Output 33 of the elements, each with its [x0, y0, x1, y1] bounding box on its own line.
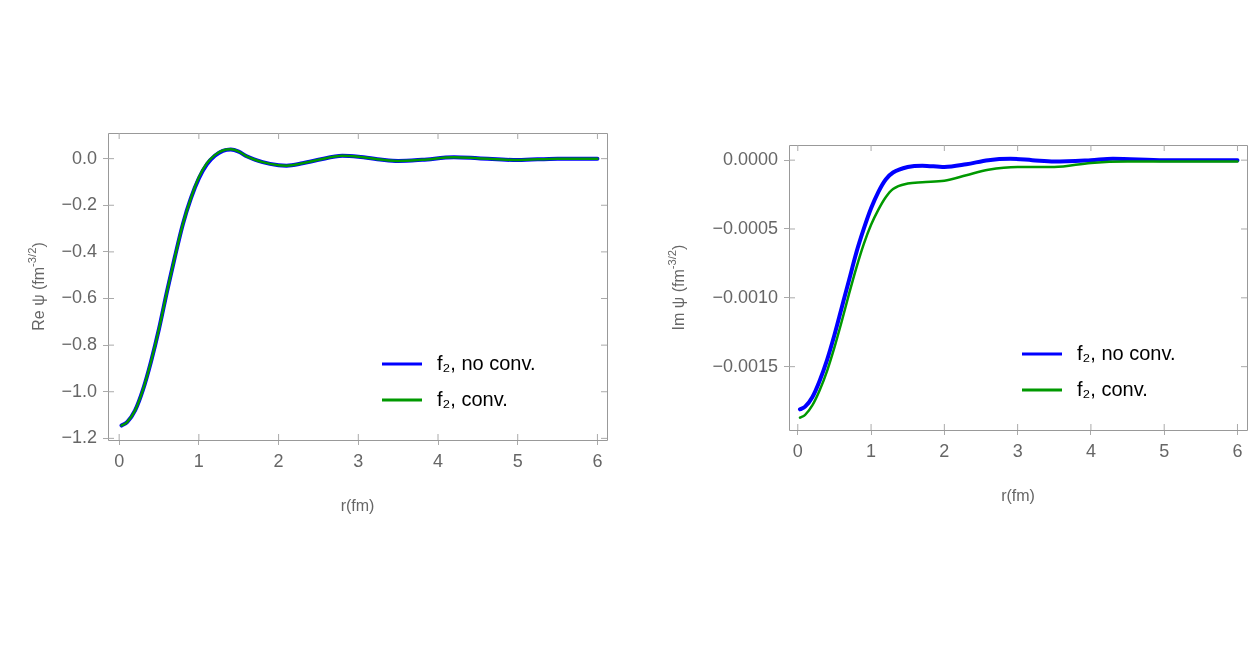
x-tick-label: 3 [1012, 440, 1023, 461]
x-tick-label: 6 [592, 450, 603, 471]
x-tick-label: 0 [792, 440, 803, 461]
x-tick-label: 4 [1085, 440, 1096, 461]
x-tick-label: 5 [1159, 440, 1170, 461]
x-tick-label: 0 [114, 450, 125, 471]
y-axis-title: Re ψ (fm-3/2) [25, 242, 48, 331]
y-tick-label: −1.0 [61, 380, 97, 401]
x-axis-title: r(fm) [340, 496, 375, 514]
legend-label: f₂, conv. [437, 387, 508, 410]
y-tick-label: −0.8 [61, 334, 97, 355]
y-tick-label: −0.4 [61, 240, 97, 261]
y-tick-label: −0.0005 [712, 217, 778, 238]
x-tick-label: 6 [1232, 440, 1243, 461]
legend-label: f₂, conv. [1077, 377, 1148, 400]
x-tick-label: 1 [193, 450, 204, 471]
x-tick-label: 5 [512, 450, 523, 471]
x-tick-label: 1 [866, 440, 877, 461]
x-tick-label: 2 [273, 450, 284, 471]
y-tick-label: −0.0010 [712, 286, 778, 307]
x-tick-label: 4 [433, 450, 444, 471]
legend-label: f₂, no conv. [437, 351, 536, 374]
y-tick-label: 0.0000 [722, 149, 778, 170]
y-tick-label: −0.0015 [712, 355, 778, 376]
legend-label: f₂, no conv. [1077, 341, 1176, 364]
y-tick-label: −0.2 [61, 194, 97, 215]
x-tick-label: 3 [353, 450, 364, 471]
x-tick-label: 2 [939, 440, 950, 461]
y-tick-label: −0.6 [61, 287, 97, 308]
y-tick-label: −1.2 [61, 427, 97, 448]
y-axis-title: Im ψ (fm-3/2) [665, 244, 688, 331]
y-tick-label: 0.0 [71, 147, 97, 168]
x-axis-title: r(fm) [1001, 486, 1035, 504]
